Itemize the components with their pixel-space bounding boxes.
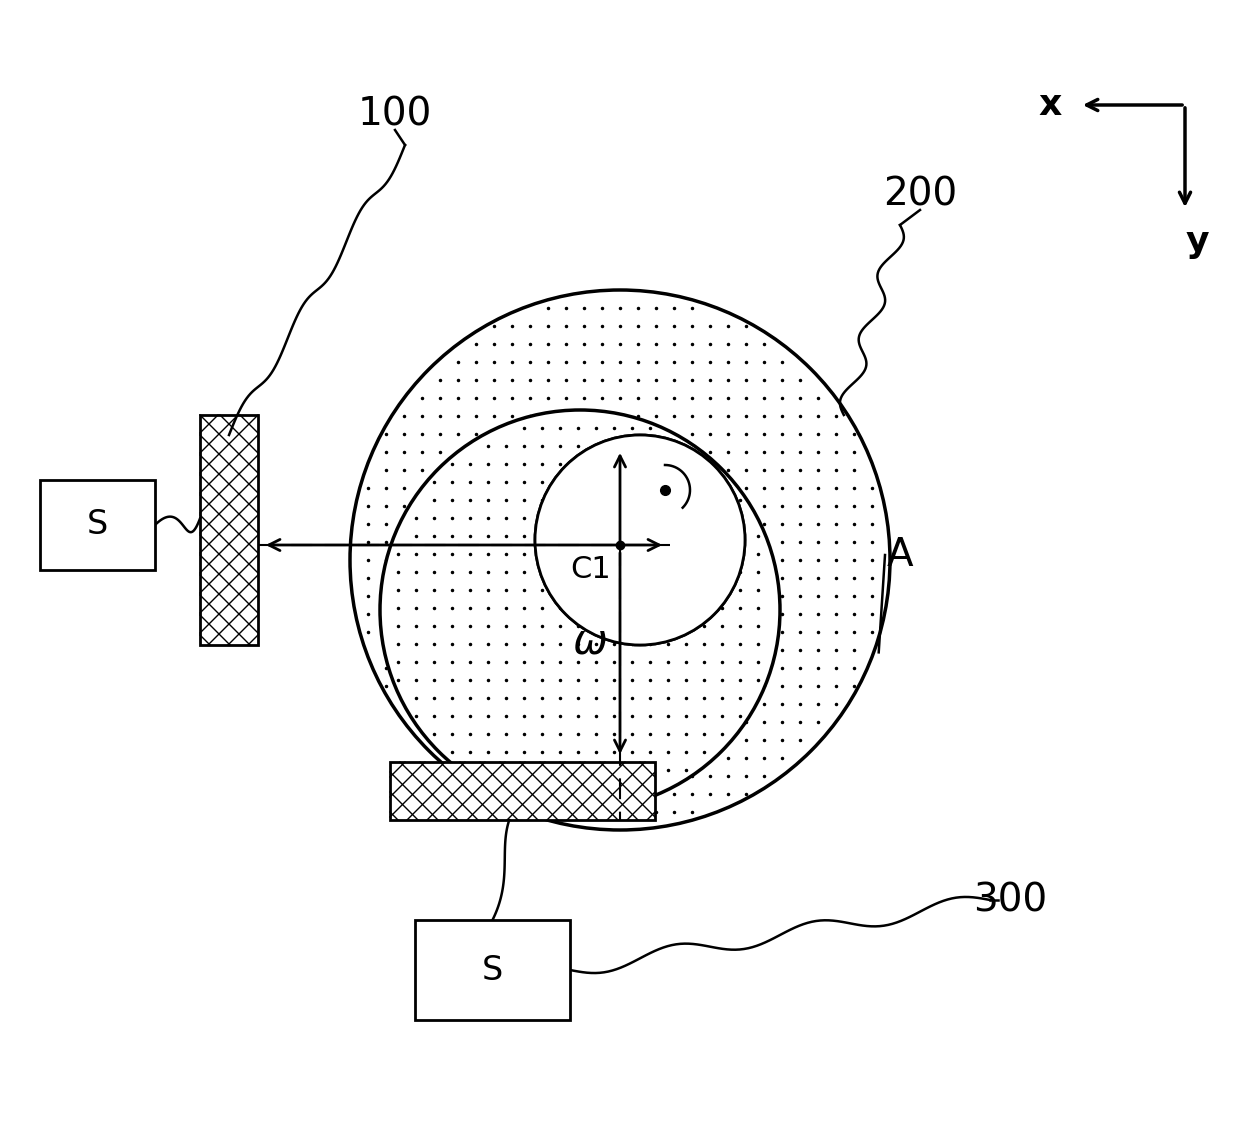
Text: S: S (482, 953, 503, 987)
Text: S: S (87, 508, 108, 542)
Text: y: y (1185, 225, 1209, 259)
Text: 200: 200 (883, 176, 957, 214)
Bar (200, 415, 258, 645)
Circle shape (350, 290, 890, 830)
Text: 100: 100 (358, 96, 433, 134)
Text: A: A (887, 536, 914, 574)
Text: x: x (1039, 88, 1061, 123)
Circle shape (534, 435, 745, 645)
Bar (415, 921, 570, 1019)
Bar (40, 480, 155, 570)
Text: $\omega$: $\omega$ (573, 620, 608, 662)
Circle shape (534, 435, 745, 645)
Text: 300: 300 (973, 881, 1047, 919)
Circle shape (379, 410, 780, 810)
Text: C1: C1 (570, 555, 611, 584)
Bar (391, 762, 655, 821)
